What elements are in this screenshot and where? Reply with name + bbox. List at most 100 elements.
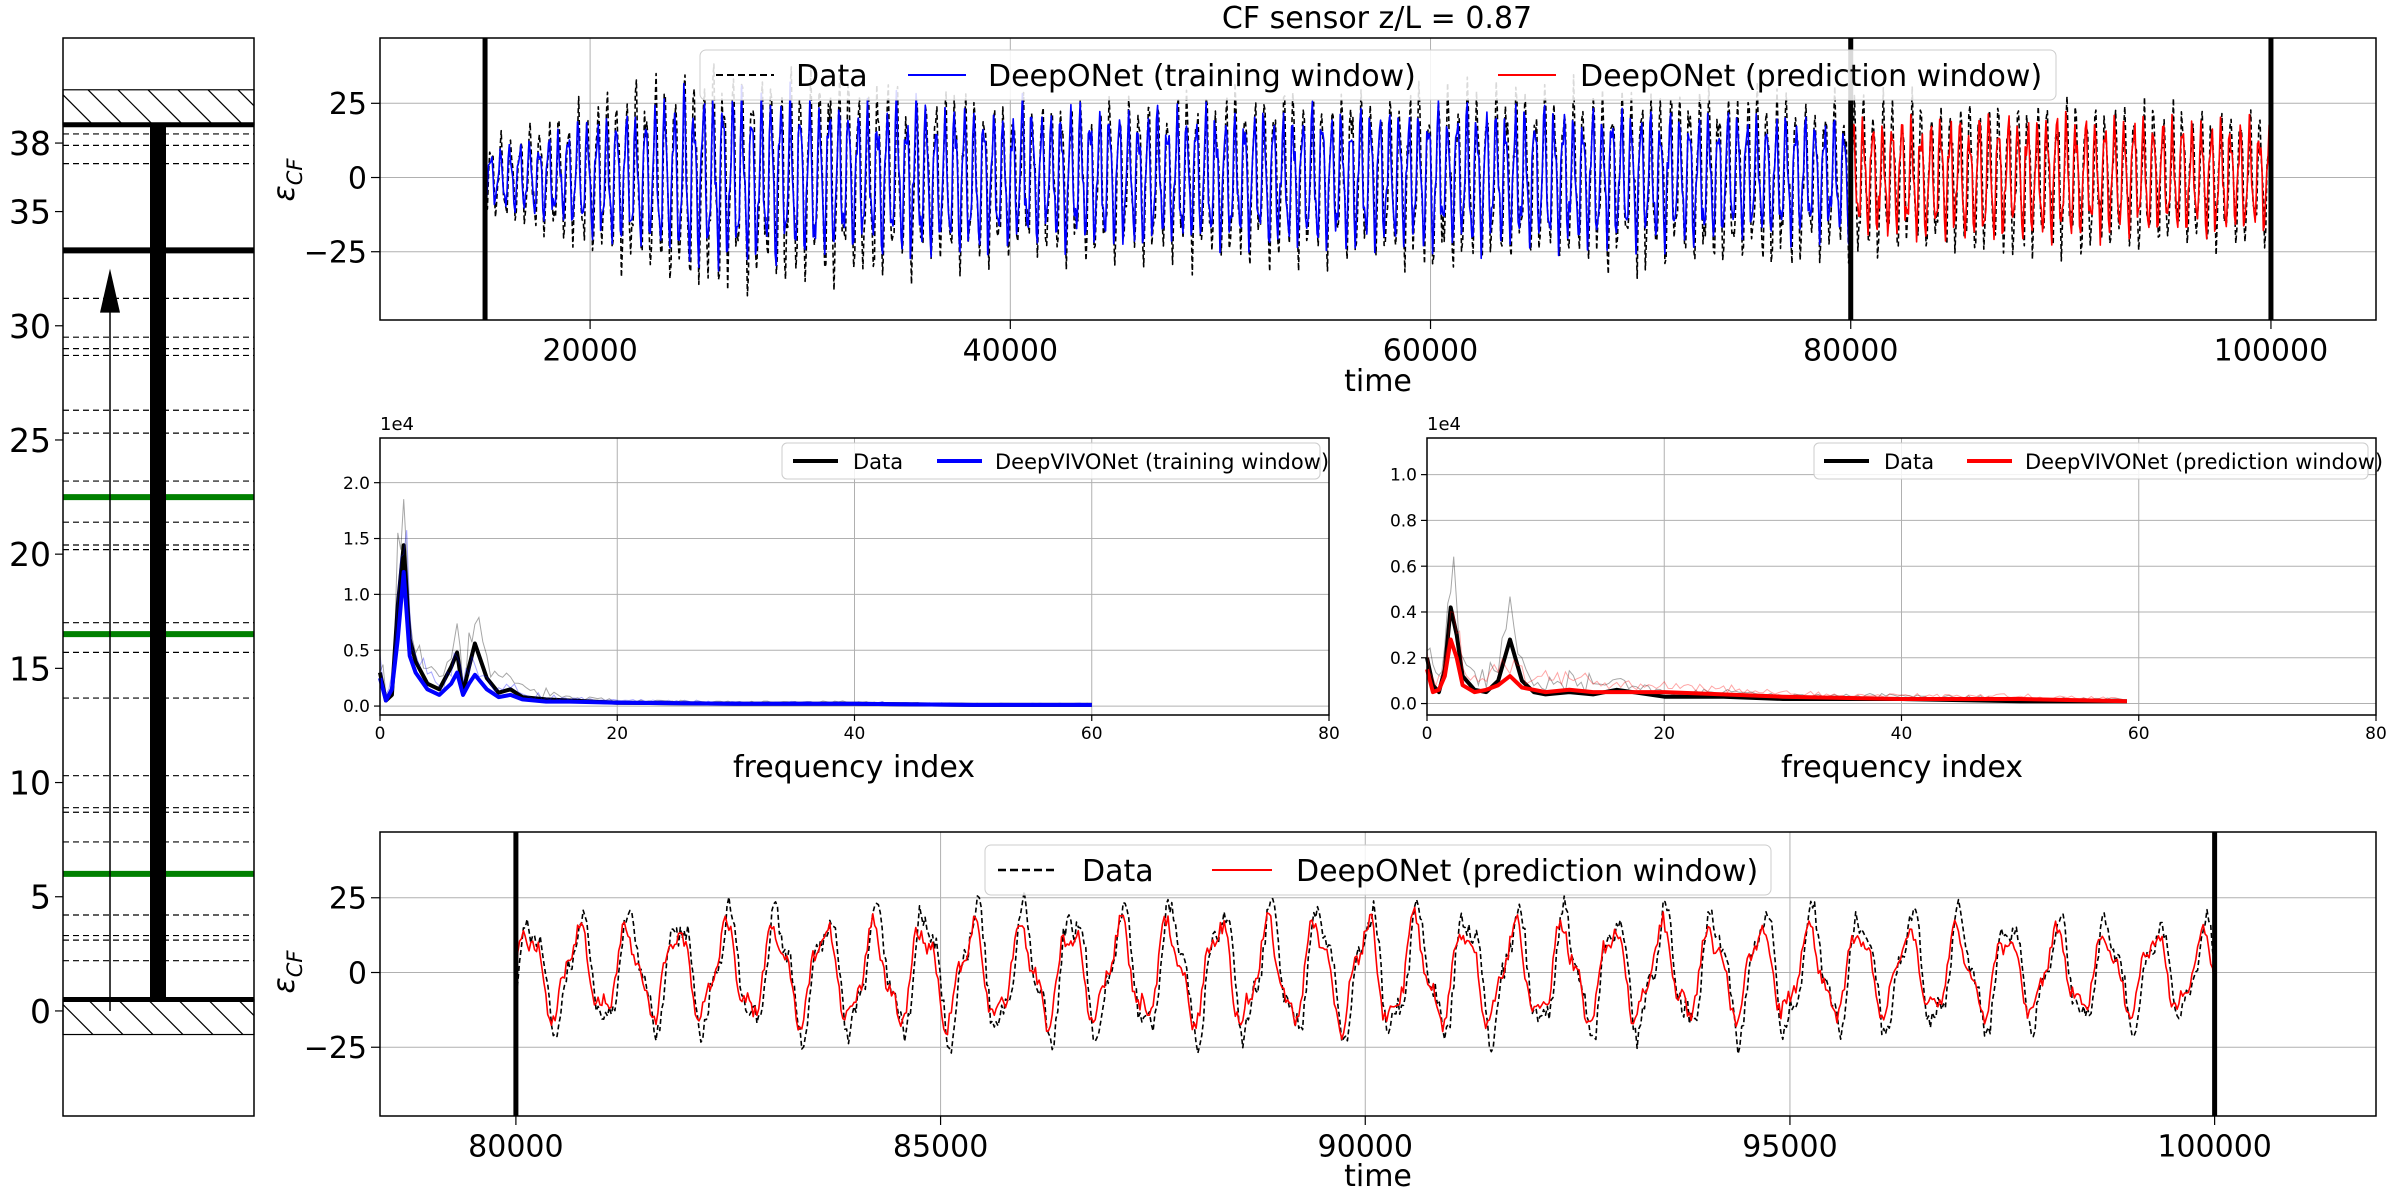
spectrum-prediction-legend: Data DeepVIVONet (prediction window) [1813,442,2383,480]
spectrum-training-series [378,499,1092,707]
series-line-deeponet-prediction-window- [1849,110,2271,246]
spectrum-prediction-series [1425,556,2127,704]
top-legend-training-label: DeepONet (training window) [988,59,1416,94]
top-time-series-panel: CF sensor z/L = 0.87 20000 40000 60000 8000… [267,1,2377,399]
spectrum-training-x-axis-label: frequency index [733,750,975,785]
riser-y-tick-label: 15 [9,649,51,688]
series-line-data [378,543,1092,707]
hatch-line [207,999,244,1035]
hatch-line [177,89,214,126]
spectrum-training-legend-data-label: Data [853,450,903,474]
y-tick-label: 1.5 [343,530,370,550]
hatch-line [62,1004,94,1035]
x-tick-label: 80000 [1803,334,1898,369]
spectrum-training-legend-model-label: DeepVIVONet (training window) [995,450,1329,474]
spectrum-prediction-ticks: 0 20 40 60 80 0.0 0.2 0.4 0.6 0.8 1.0 [1390,466,2387,744]
x-tick-label: 90000 [1318,1130,1413,1165]
x-tick-label: 0 [1422,724,1433,744]
hatch-line [207,89,244,126]
top-y-axis-label-main: ε [267,185,302,201]
x-tick-label: 0 [375,724,386,744]
hatch-line [177,999,214,1035]
spectrum-prediction-scale-label: 1e4 [1427,414,1461,435]
series-line-deeponet-prediction-window- [515,906,2216,1040]
y-tick-label: 0.4 [1390,603,1417,623]
x-tick-label: 40 [1891,724,1913,744]
top-legend-data-label: Data [796,59,868,94]
bottom-legend-prediction-label: DeepONet (prediction window) [1296,854,1758,889]
hatch-line [117,89,154,126]
top-legend-box [699,49,2057,101]
x-tick-label: 40000 [963,334,1058,369]
hatch-line [147,999,184,1035]
riser-y-tick-label: 30 [9,307,51,346]
riser-y-tick-label: 0 [30,992,51,1031]
y-tick-label: −25 [304,236,367,271]
x-tick-label: 20 [1653,724,1675,744]
hatch-line [237,89,255,107]
x-tick-label: 80 [1318,724,1340,744]
riser-y-tick-label: 38 [9,124,51,163]
spectrum-training-panel: 0 20 40 60 80 0.0 0.5 1.0 1.5 2.0 1e4 frequency i… [343,414,1340,785]
hatch-line [237,999,255,1016]
spectrum-prediction-legend-box [1813,442,2369,480]
top-legend: Data DeepONet (training window) DeepONet… [699,49,2057,101]
riser-schematic-panel: 0 5 10 15 20 25 30 35 38 [9,37,255,1117]
top-hatch-region [62,89,255,126]
spectrum-training-legend-box [781,442,1321,480]
y-tick-label: 0.6 [1390,557,1417,577]
bottom-y-axis-label-main: ε [267,977,302,993]
top-chart-title: CF sensor z/L = 0.87 [1222,1,1532,36]
series-line-data [515,890,2216,1055]
series-band [1426,610,2123,700]
spectrum-prediction-legend-data-label: Data [1884,450,1934,474]
x-tick-label: 100000 [2157,1130,2272,1165]
spectrum-prediction-grid [1426,438,2377,715]
top-hatch-region-box [62,89,255,126]
hatch-line [87,89,124,126]
y-tick-label: 0.5 [343,641,370,661]
bottom-series [513,832,2218,1116]
y-tick-label: 0.0 [343,697,370,717]
spectrum-prediction-legend-model-label: DeepVIVONet (prediction window) [2025,450,2383,474]
y-tick-label: 0.0 [1390,695,1417,715]
riser-y-tick-label: 5 [30,878,51,917]
y-tick-label: 25 [329,87,367,122]
x-tick-label: 60000 [1383,334,1478,369]
spectrum-training-legend: Data DeepVIVONet (training window) [781,442,1329,480]
spectrum-prediction-panel: 0 20 40 60 80 0.0 0.2 0.4 0.6 0.8 1.0 1e4 frequenc… [1390,414,2387,785]
series-line-deeponet-training-window- [484,81,1851,272]
series-band [1426,556,2124,702]
spectrum-training-grid [379,438,1330,715]
flow-arrow-head [100,268,120,313]
riser-y-ticks: 0 5 10 15 20 25 30 35 38 [9,124,63,1031]
x-tick-label: 85000 [893,1130,988,1165]
top-plot-frame [379,37,2377,321]
riser-schematic-frame [62,37,255,1117]
y-tick-label: 0 [348,161,367,196]
series-line-deepvivonet-prediction-window- [1425,637,2127,704]
riser-y-tick-label: 25 [9,421,51,460]
y-tick-label: 25 [329,882,367,917]
bottom-ticks: 80000 85000 90000 95000 100000 25 0 −25 [304,882,2272,1165]
x-tick-label: 60 [1081,724,1103,744]
y-tick-label: −25 [304,1031,367,1066]
spectrum-training-scale-label: 1e4 [380,414,414,435]
x-tick-label: 60 [2128,724,2150,744]
top-series [482,38,2274,320]
series-line-data [1425,605,2127,704]
x-tick-label: 95000 [1742,1130,1837,1165]
top-legend-prediction-label: DeepONet (prediction window) [1580,59,2042,94]
x-tick-label: 80000 [468,1130,563,1165]
y-tick-label: 0 [348,956,367,991]
bottom-y-axis-label: εCF [267,950,307,994]
bottom-legend-box [984,844,1772,896]
top-y-axis-label: εCF [267,158,307,202]
spectrum-training-ticks: 0 20 40 60 80 0.0 0.5 1.0 1.5 2.0 [343,474,1340,744]
y-tick-label: 0.8 [1390,512,1417,532]
x-tick-label: 20000 [542,334,637,369]
top-y-axis-label-sub: CF [283,158,307,186]
hatch-line [117,999,154,1035]
bottom-x-axis-label: time [1344,1159,1412,1194]
